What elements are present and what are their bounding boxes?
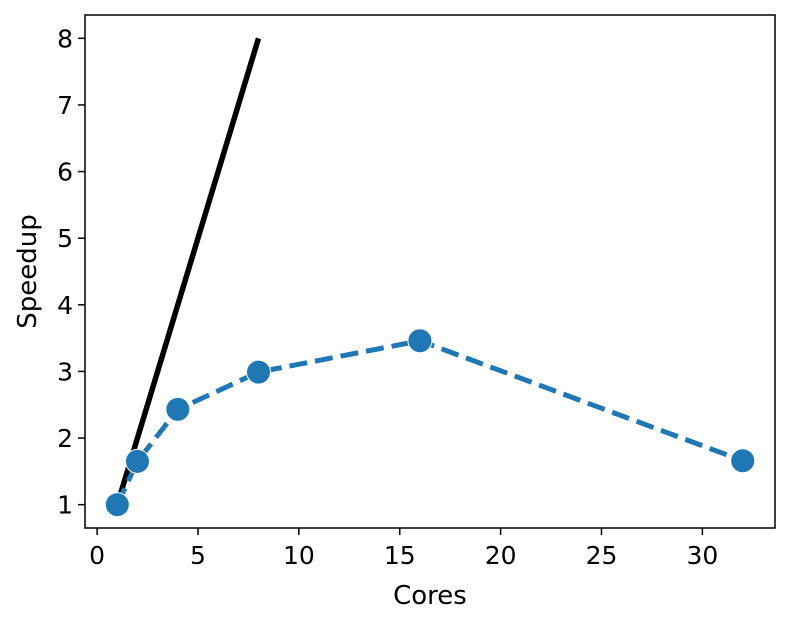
y-tick-label: 5 xyxy=(57,224,73,253)
series-layer xyxy=(104,37,756,518)
data-point xyxy=(165,396,191,422)
x-tick-label: 25 xyxy=(586,541,618,570)
x-tick-label: 30 xyxy=(686,541,718,570)
y-axis-label: Speedup xyxy=(13,214,43,329)
series-0 xyxy=(114,37,262,506)
y-tick-label: 8 xyxy=(57,24,73,53)
x-tick-label: 20 xyxy=(485,541,517,570)
y-tick-label: 4 xyxy=(57,291,73,320)
y-tick-label: 6 xyxy=(57,158,73,187)
series-0-line xyxy=(114,37,262,506)
x-axis-ticks: 0 5 10 15 20 25 30 xyxy=(89,528,718,570)
data-point xyxy=(407,328,433,354)
x-tick-label: 15 xyxy=(384,541,416,570)
x-axis-label: Cores xyxy=(393,581,467,611)
x-tick-label: 0 xyxy=(89,541,105,570)
y-tick-label: 3 xyxy=(57,357,73,386)
data-point xyxy=(124,448,150,474)
y-tick-label: 2 xyxy=(57,424,73,453)
x-tick-label: 5 xyxy=(190,541,206,570)
x-tick-label: 10 xyxy=(283,541,315,570)
y-tick-label: 7 xyxy=(57,91,73,120)
series-1 xyxy=(104,328,756,518)
data-point xyxy=(246,359,272,385)
data-point xyxy=(730,448,756,474)
plot-frame xyxy=(84,14,776,529)
data-point xyxy=(104,492,130,518)
y-tick-label: 1 xyxy=(57,491,73,520)
y-axis-ticks: 1 2 3 4 5 6 7 8 xyxy=(57,24,85,520)
